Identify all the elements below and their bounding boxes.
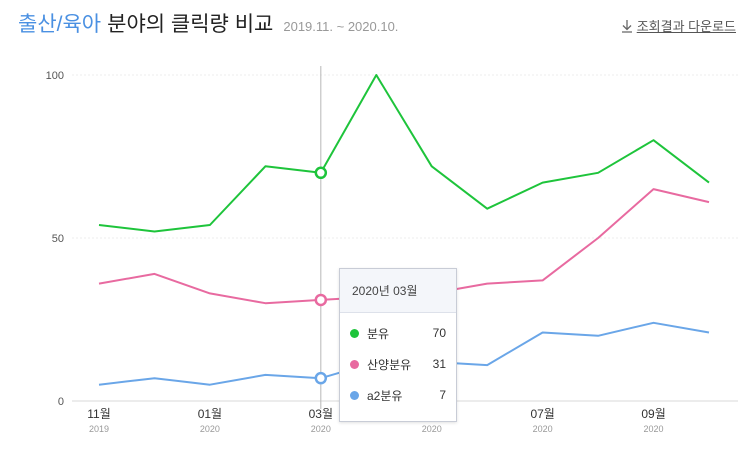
y-tick-label: 0 <box>58 396 64 408</box>
y-tick-label: 50 <box>52 233 64 245</box>
period-label: 2019.11. ~ 2020.10. <box>283 19 399 34</box>
tooltip-series-value: 31 <box>432 357 446 371</box>
download-button[interactable]: 조회결과 다운로드 <box>621 16 736 35</box>
x-tick-year: 2020 <box>200 424 220 434</box>
series-line-1 <box>98 74 710 233</box>
category-title[interactable]: 출산/육아 <box>18 13 102 36</box>
x-tick-year: 2020 <box>422 424 442 434</box>
legend-dot <box>350 390 359 400</box>
tooltip-series-value: 70 <box>432 326 446 340</box>
x-tick-label: 09월 <box>641 407 665 421</box>
x-tick-label: 01월 <box>198 407 222 421</box>
tooltip-row: 분유 70 <box>350 323 446 343</box>
chart-header: 출산/육아 분야의 클릭량 비교 2019.11. ~ 2020.10. <box>18 8 398 40</box>
x-tick-year: 2020 <box>533 424 553 434</box>
y-tick-label: 100 <box>46 70 64 82</box>
download-arrow-icon <box>621 19 632 33</box>
x-tick-year: 2020 <box>644 424 664 434</box>
tooltip-row: a2분유 7 <box>350 385 446 405</box>
tooltip-series-name: a2분유 <box>367 388 403 403</box>
x-tick-label: 11월 <box>87 407 111 421</box>
chart-title: 분야의 클릭량 비교 <box>107 13 274 36</box>
x-tick-year: 2020 <box>311 424 331 434</box>
legend-dot <box>350 328 359 338</box>
data-point-highlight[interactable] <box>314 293 328 307</box>
data-point-highlight[interactable] <box>314 371 328 385</box>
tooltip: 2020년 03월 분유 70 산양분유 31 a2분유 7 <box>339 268 457 422</box>
data-point-highlight[interactable] <box>314 166 328 180</box>
x-tick-label: 03월 <box>309 407 333 421</box>
x-tick-year: 2019 <box>89 424 109 434</box>
y-axis: 0 50 100 <box>46 70 64 408</box>
tooltip-series-value: 7 <box>439 388 446 402</box>
legend-dot <box>350 359 359 369</box>
tooltip-series-name: 산양분유 <box>367 357 412 372</box>
tooltip-series-name: 분유 <box>367 326 390 341</box>
tooltip-title: 2020년 03월 <box>340 269 456 313</box>
tooltip-row: 산양분유 31 <box>350 354 446 374</box>
x-tick-label: 07월 <box>530 407 554 421</box>
x-axis: 11월 2019 01월 2020 03월 2020 2020 07월 2020 09월 2020 <box>87 407 665 434</box>
download-label[interactable]: 조회결과 다운로드 <box>636 19 736 34</box>
